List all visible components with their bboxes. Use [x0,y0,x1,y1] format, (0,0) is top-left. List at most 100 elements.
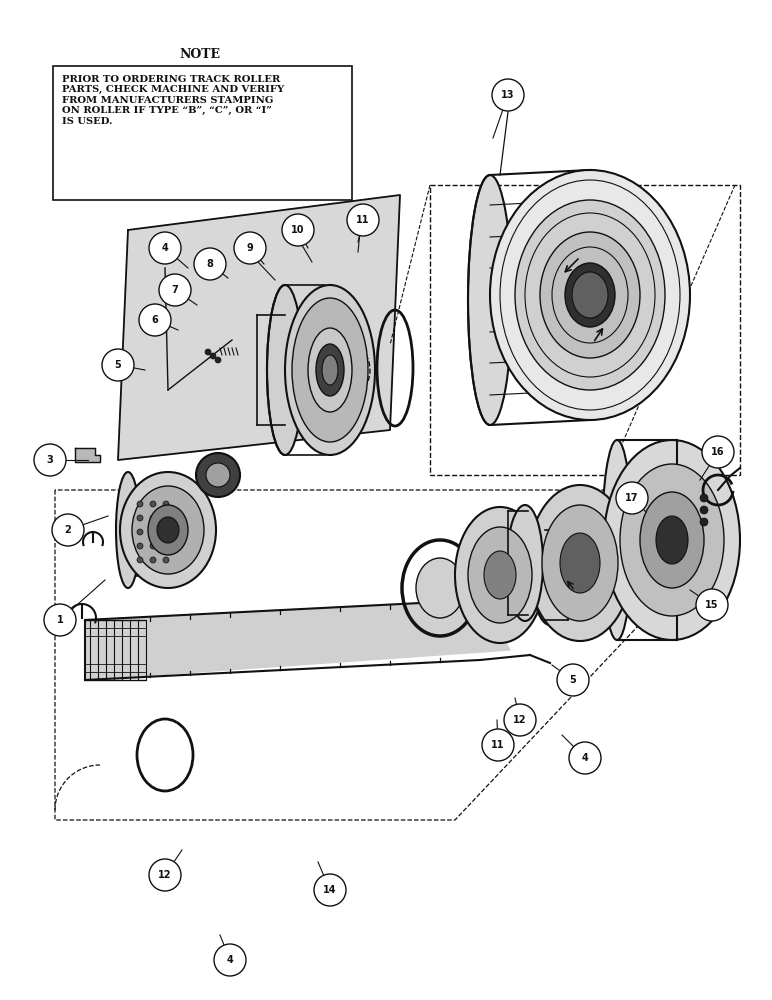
Ellipse shape [528,485,632,641]
Ellipse shape [163,557,169,563]
Circle shape [569,742,601,774]
Ellipse shape [468,527,532,623]
Ellipse shape [205,349,211,355]
Text: NOTE: NOTE [180,48,221,62]
Ellipse shape [137,515,143,521]
Ellipse shape [150,501,156,507]
Text: 5: 5 [570,675,577,685]
Text: 7: 7 [171,285,178,295]
Circle shape [34,444,66,476]
Polygon shape [75,448,100,462]
Ellipse shape [157,517,179,543]
Circle shape [214,944,246,976]
Text: PRIOR TO ORDERING TRACK ROLLER
PARTS, CHECK MACHINE AND VERIFY
FROM MANUFACTURER: PRIOR TO ORDERING TRACK ROLLER PARTS, CH… [62,75,284,126]
Ellipse shape [163,543,169,549]
Circle shape [159,274,191,306]
Ellipse shape [150,515,156,521]
Text: 6: 6 [151,315,158,325]
Ellipse shape [484,551,516,599]
Text: 11: 11 [491,740,505,750]
Text: 11: 11 [356,215,370,225]
Text: 4: 4 [161,243,168,253]
Ellipse shape [150,543,156,549]
Text: 1: 1 [56,615,63,625]
Text: 12: 12 [158,870,171,880]
Ellipse shape [148,505,188,555]
Text: 16: 16 [711,447,725,457]
Circle shape [696,589,728,621]
Text: 14: 14 [323,885,337,895]
Circle shape [52,514,84,546]
Text: 12: 12 [513,715,527,725]
Ellipse shape [292,298,368,442]
Text: 2: 2 [65,525,71,535]
Ellipse shape [507,505,543,621]
Circle shape [44,604,76,636]
Ellipse shape [322,355,338,385]
Ellipse shape [540,232,640,358]
Ellipse shape [316,344,344,396]
Ellipse shape [308,328,352,412]
Ellipse shape [150,557,156,563]
Circle shape [282,214,314,246]
Ellipse shape [700,506,708,514]
Text: 10: 10 [291,225,305,235]
Polygon shape [85,600,510,680]
Ellipse shape [163,515,169,521]
Text: 3: 3 [46,455,53,465]
Ellipse shape [116,472,140,588]
Ellipse shape [150,529,156,535]
Ellipse shape [640,492,704,588]
Ellipse shape [700,494,708,502]
Circle shape [139,304,171,336]
Text: 4: 4 [227,955,233,965]
Ellipse shape [532,525,568,625]
Ellipse shape [163,529,169,535]
Circle shape [149,232,181,264]
Ellipse shape [604,440,740,640]
FancyBboxPatch shape [53,66,352,200]
Ellipse shape [163,501,169,507]
Ellipse shape [542,505,618,621]
Ellipse shape [515,200,665,390]
Circle shape [194,248,226,280]
Ellipse shape [267,285,303,455]
Ellipse shape [572,272,608,318]
Text: 8: 8 [207,259,213,269]
Text: 9: 9 [246,243,253,253]
Text: 17: 17 [625,493,638,503]
Ellipse shape [132,486,204,574]
Ellipse shape [215,357,221,363]
Ellipse shape [468,175,512,425]
Circle shape [149,859,181,891]
Ellipse shape [210,353,216,359]
Circle shape [492,79,524,111]
Ellipse shape [137,529,143,535]
Text: 5: 5 [114,360,121,370]
Circle shape [616,482,648,514]
Ellipse shape [137,543,143,549]
Text: 4: 4 [581,753,588,763]
Ellipse shape [656,516,688,564]
Ellipse shape [137,501,143,507]
Ellipse shape [602,440,632,640]
Ellipse shape [455,507,545,643]
Text: 13: 13 [501,90,515,100]
Polygon shape [118,195,400,460]
Ellipse shape [206,463,230,487]
Ellipse shape [700,518,708,526]
Circle shape [482,729,514,761]
Ellipse shape [285,285,375,455]
Ellipse shape [137,557,143,563]
Ellipse shape [490,170,690,420]
Circle shape [314,874,346,906]
Circle shape [234,232,266,264]
Ellipse shape [196,453,240,497]
Circle shape [347,204,379,236]
Text: 15: 15 [706,600,719,610]
Ellipse shape [416,558,464,618]
Ellipse shape [560,533,600,593]
Circle shape [702,436,734,468]
Ellipse shape [565,263,615,327]
Circle shape [102,349,134,381]
